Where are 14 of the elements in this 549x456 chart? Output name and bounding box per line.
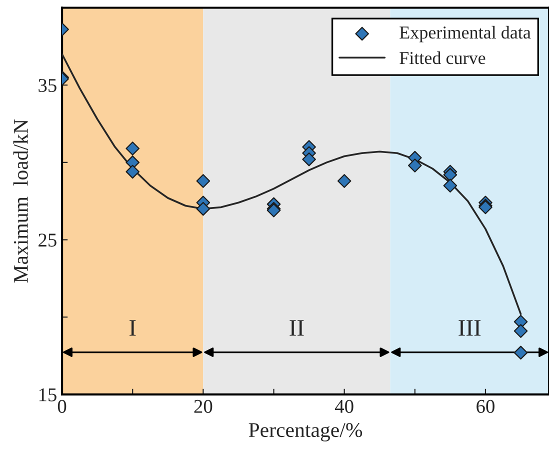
legend-label: Fitted curve <box>400 51 486 64</box>
y-tick-label: 15 <box>39 388 56 402</box>
x-tick-label: 20 <box>194 400 212 413</box>
y-tick-label: 25 <box>38 234 56 247</box>
band-label: I <box>130 320 136 336</box>
x-tick-label: 60 <box>476 400 494 413</box>
y-tick-label: 35 <box>38 78 56 92</box>
band-label: II <box>290 320 304 336</box>
x-tick-label: 0 <box>58 400 66 413</box>
x-axis-title: Percentage/% <box>248 423 362 442</box>
y-axis-title: Maximum load/kN <box>13 119 28 283</box>
legend-label: Experimental data <box>400 26 531 42</box>
band-label: III <box>458 320 481 336</box>
x-tick-label: 40 <box>334 400 354 413</box>
